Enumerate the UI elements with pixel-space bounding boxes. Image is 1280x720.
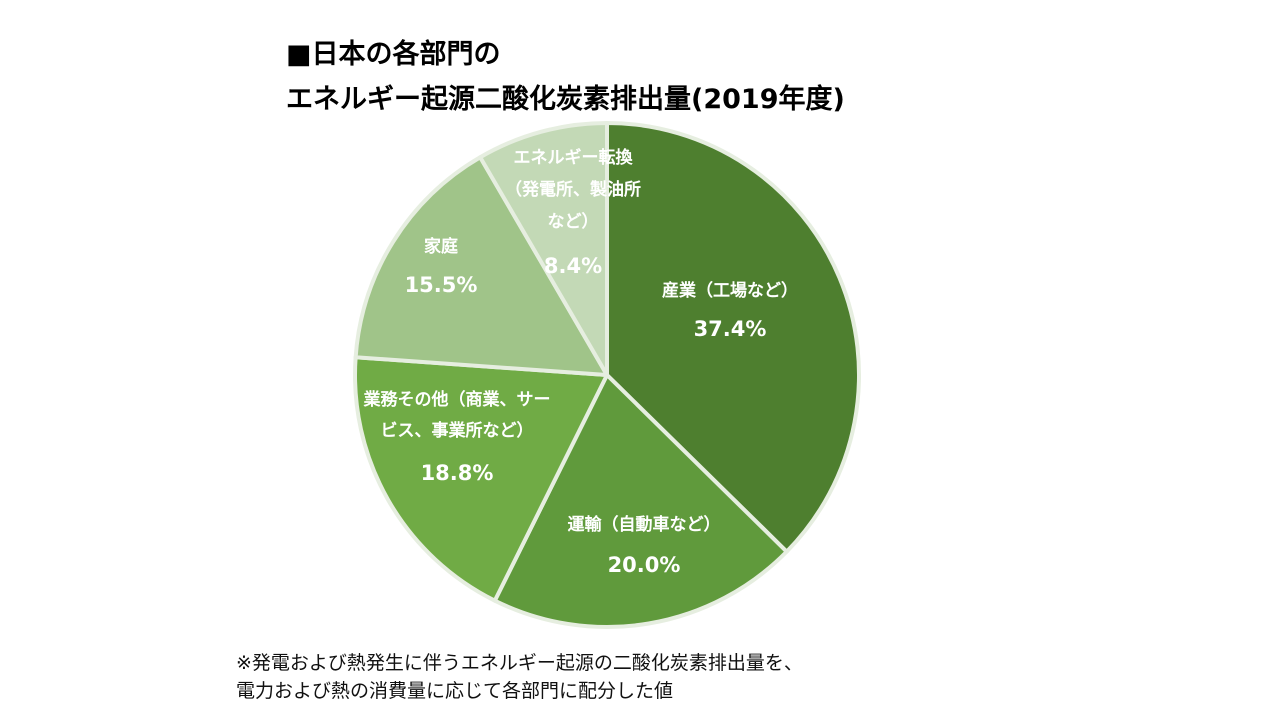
slice-value-industry: 37.4% [694,317,767,341]
footnote-line-1: ※発電および熱発生に伴うエネルギー起源の二酸化炭素排出量を、 [236,652,803,674]
pie-slice-commercial [353,355,609,603]
slice-label-energy-conversion-line-3: など） [548,211,599,232]
footnote-line-2: 電力および熱の消費量に応じて各部門に配分した値 [236,680,674,702]
chart-title-line-2: エネルギー起源二酸化炭素排出量(2019年度) [286,84,845,115]
slice-label-commercial-line-2: ビス、事業所など） [381,420,534,441]
slice-label-commercial-line-1: 業務その他（商業、サー [364,389,551,410]
slice-value-commercial: 18.8% [421,461,494,485]
slice-value-household: 15.5% [405,273,478,297]
slice-label-energy-conversion-line-1: エネルギー転換 [514,147,634,168]
slice-label-household-line-1: 家庭 [424,236,458,257]
pie-slice-transport [492,373,789,629]
pie-labels: 産業（工場など） 37.4% 運輸（自動車など） 20.0% 業務その他（商業、サービス… [364,147,799,577]
chart-title-line-1: ■日本の各部門の [286,39,501,70]
slice-label-industry-line-1: 産業（工場など） [662,280,798,301]
slice-value-transport: 20.0% [608,553,681,577]
slice-value-energy-conversion: 8.4% [544,254,602,278]
pie-slices [353,121,861,629]
pie-slice-industry [605,121,861,554]
slice-label-transport-line-1: 運輸（自動車など） [568,514,721,535]
pie-slice-household [353,155,609,377]
slice-label-energy-conversion-line-2: （発電所、製油所 [505,179,641,200]
pie-slice-energy-conversion [478,121,609,377]
